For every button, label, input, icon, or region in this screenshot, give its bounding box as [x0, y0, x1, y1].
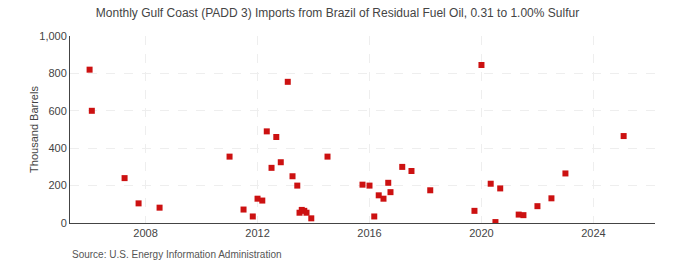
svg-text:2008: 2008 — [133, 227, 157, 239]
svg-text:200: 200 — [48, 179, 66, 191]
svg-text:0: 0 — [61, 217, 67, 229]
svg-text:400: 400 — [48, 142, 66, 154]
svg-text:2012: 2012 — [245, 227, 269, 239]
svg-text:600: 600 — [48, 105, 66, 117]
svg-text:Monthly Gulf Coast (PADD 3) Im: Monthly Gulf Coast (PADD 3) Imports from… — [96, 6, 579, 20]
svg-text:Thousand Barrels: Thousand Barrels — [28, 86, 40, 173]
svg-text:Source: U.S. Energy Informatio: Source: U.S. Energy Information Administ… — [72, 249, 282, 260]
svg-text:2020: 2020 — [469, 227, 493, 239]
svg-text:800: 800 — [48, 67, 66, 79]
svg-text:2016: 2016 — [357, 227, 381, 239]
svg-text:1,000: 1,000 — [39, 30, 67, 42]
svg-text:2024: 2024 — [581, 227, 605, 239]
